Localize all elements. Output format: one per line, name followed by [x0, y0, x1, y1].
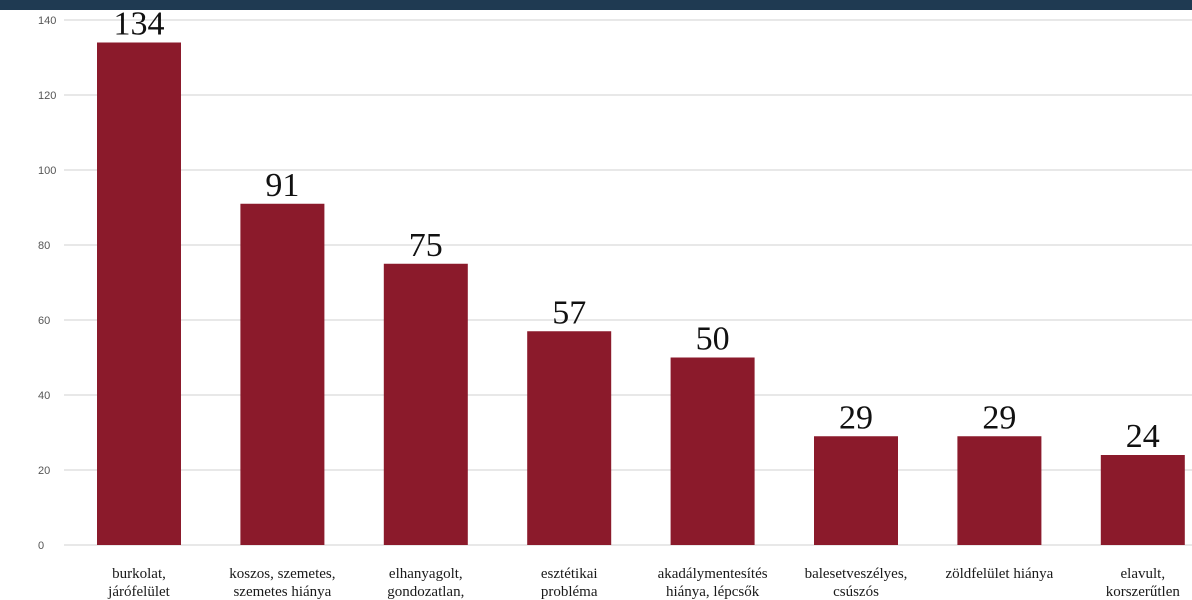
- bar: [957, 436, 1042, 545]
- category-label: balesetveszélyes, csúszós: [805, 566, 908, 600]
- data-label: 75: [409, 227, 443, 264]
- category-label: elavult, korszerűtlen: [1106, 566, 1181, 600]
- category-label: burkolat, járófelület: [107, 566, 170, 600]
- data-label: 29: [982, 399, 1016, 436]
- y-tick-label: 0: [38, 540, 44, 552]
- y-tick-label: 60: [38, 315, 50, 327]
- y-tick-label: 140: [38, 15, 56, 27]
- bar: [240, 203, 325, 545]
- category-label: koszos, szemetes, szemetes hiánya: [229, 566, 335, 600]
- bar: [527, 331, 612, 545]
- category-labels: burkolat, járófelület koszos, szemetes, sze…: [107, 566, 1180, 600]
- category-label: akadálymentesítés hiánya, lépcsők: [658, 566, 768, 600]
- category-label: elhanyagolt, gondozatlan,: [387, 566, 464, 600]
- data-label: 91: [265, 167, 299, 204]
- bar: [97, 42, 181, 545]
- data-label: 50: [696, 321, 730, 358]
- y-tick-label: 100: [38, 165, 56, 177]
- bar: [814, 436, 898, 545]
- y-tick-label: 80: [38, 240, 50, 252]
- bar: [383, 263, 468, 545]
- y-tick-label: 20: [38, 465, 50, 477]
- category-label: zöldfelület hiánya: [945, 566, 1053, 582]
- data-label: 24: [1126, 418, 1160, 455]
- data-label: 134: [114, 6, 165, 43]
- y-tick-label: 120: [38, 90, 56, 102]
- data-label: 57: [552, 294, 586, 331]
- bars: [97, 42, 1185, 545]
- data-labels: 134 91 75 57 50 29 29 24: [114, 6, 1160, 456]
- y-axis-ticks: 0 20 40 60 80 100 120 140: [38, 15, 56, 552]
- header-bar: [0, 0, 1192, 10]
- y-tick-label: 40: [38, 390, 50, 402]
- category-label: esztétikai probléma: [541, 566, 598, 600]
- bar: [1100, 455, 1185, 545]
- bar: [670, 357, 755, 545]
- data-label: 29: [839, 399, 873, 436]
